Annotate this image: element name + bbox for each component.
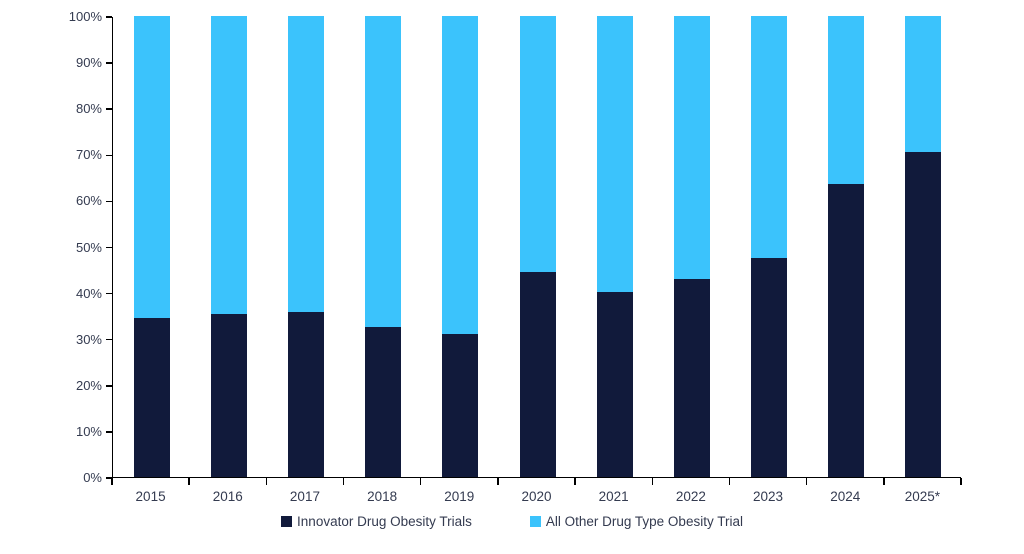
bar-2020 xyxy=(519,16,556,477)
x-axis-label: 2018 xyxy=(367,489,398,504)
x-axis-label: 2017 xyxy=(289,489,320,504)
bar-segment-all-other xyxy=(905,16,942,152)
x-axis-tick xyxy=(342,478,345,485)
bar-segment-all-other xyxy=(365,16,402,328)
bar-segment-all-other xyxy=(519,16,556,273)
y-axis-tick xyxy=(106,246,112,249)
bar-segment-innovator xyxy=(828,184,865,477)
bar-2023 xyxy=(751,16,788,477)
legend-item-innovator: Innovator Drug Obesity Trials xyxy=(281,514,472,529)
plot-area xyxy=(112,16,961,478)
x-axis-label: 2020 xyxy=(521,489,552,504)
x-axis-label: 2019 xyxy=(444,489,475,504)
bar-segment-all-other xyxy=(673,16,710,280)
x-axis-label: 2016 xyxy=(212,489,243,504)
x-axis-label: 2024 xyxy=(830,489,861,504)
bar-2016 xyxy=(210,16,247,477)
y-axis-tick xyxy=(106,108,112,110)
legend: Innovator Drug Obesity Trials All Other … xyxy=(0,514,1024,529)
x-axis-tick xyxy=(883,478,885,485)
bar-segment-innovator xyxy=(596,292,633,477)
legend-swatch-innovator xyxy=(281,516,293,527)
x-axis-tick xyxy=(960,478,962,485)
y-axis-tick-label: 90% xyxy=(75,55,102,71)
bar-2025 xyxy=(905,16,942,477)
bar-segment-all-other xyxy=(442,16,479,335)
bar-segment-all-other xyxy=(287,16,324,313)
y-axis-tick xyxy=(106,200,112,203)
y-axis-tick xyxy=(106,385,112,387)
x-axis-tick xyxy=(265,478,268,485)
bar-segment-all-other xyxy=(828,16,865,185)
y-axis-tick-label: 30% xyxy=(75,331,102,347)
x-axis-tick xyxy=(805,478,808,485)
bar-segment-innovator xyxy=(210,313,247,477)
y-axis-tick-label: 0% xyxy=(83,470,102,485)
bar-segment-innovator xyxy=(442,334,479,477)
y-axis-tick-label: 80% xyxy=(75,101,102,117)
bar-segment-innovator xyxy=(133,317,170,477)
x-axis-label: 2023 xyxy=(753,489,784,504)
y-axis-tick xyxy=(106,16,112,18)
bar-2021 xyxy=(596,16,633,477)
bar-2017 xyxy=(287,16,324,477)
x-axis-tick xyxy=(651,478,654,485)
bar-segment-all-other xyxy=(596,16,633,293)
bar-segment-innovator xyxy=(365,327,402,477)
x-axis-tick xyxy=(728,478,731,485)
legend-swatch-all-other xyxy=(529,516,541,527)
y-axis-tick xyxy=(106,154,112,157)
x-axis-tick xyxy=(574,478,576,485)
bar-segment-innovator xyxy=(905,151,942,477)
bar-2019 xyxy=(442,16,479,477)
x-axis-label: 2025* xyxy=(904,489,941,504)
legend-label-all-other: All Other Drug Type Obesity Trial xyxy=(545,514,743,529)
x-axis-tick xyxy=(111,478,113,485)
bar-segment-all-other xyxy=(751,16,788,259)
bar-segment-all-other xyxy=(133,16,170,318)
bar-segment-innovator xyxy=(519,272,556,477)
x-axis-label: 2022 xyxy=(675,489,706,504)
x-axis-tick xyxy=(188,478,190,485)
bar-segment-innovator xyxy=(287,312,324,477)
y-axis-tick xyxy=(106,338,112,341)
y-axis-tick-label: 70% xyxy=(75,147,102,163)
y-axis-tick-label: 50% xyxy=(75,239,102,255)
x-axis-tick xyxy=(419,478,422,485)
y-axis-tick-label: 20% xyxy=(75,377,102,393)
bar-segment-innovator xyxy=(751,258,788,477)
bar-segment-all-other xyxy=(210,16,247,314)
x-axis-label: 2015 xyxy=(135,489,166,504)
bar-2024 xyxy=(828,16,865,477)
y-axis-tick xyxy=(106,431,112,433)
y-axis-tick-label: 60% xyxy=(75,193,102,209)
legend-item-all-other: All Other Drug Type Obesity Trial xyxy=(529,514,743,529)
bar-segment-innovator xyxy=(673,279,710,477)
legend-label-innovator: Innovator Drug Obesity Trials xyxy=(297,514,472,529)
y-axis-tick-label: 40% xyxy=(75,285,102,301)
y-axis-tick xyxy=(106,292,112,295)
x-axis-label: 2021 xyxy=(598,489,629,504)
x-axis-tick xyxy=(497,478,499,485)
y-axis-tick-label: 100% xyxy=(68,9,102,24)
bar-2018 xyxy=(365,16,402,477)
y-axis-tick xyxy=(106,62,112,64)
bar-2022 xyxy=(673,16,710,477)
y-axis-tick xyxy=(106,477,112,479)
y-axis-tick-label: 10% xyxy=(75,423,102,439)
bar-2015 xyxy=(133,16,170,477)
